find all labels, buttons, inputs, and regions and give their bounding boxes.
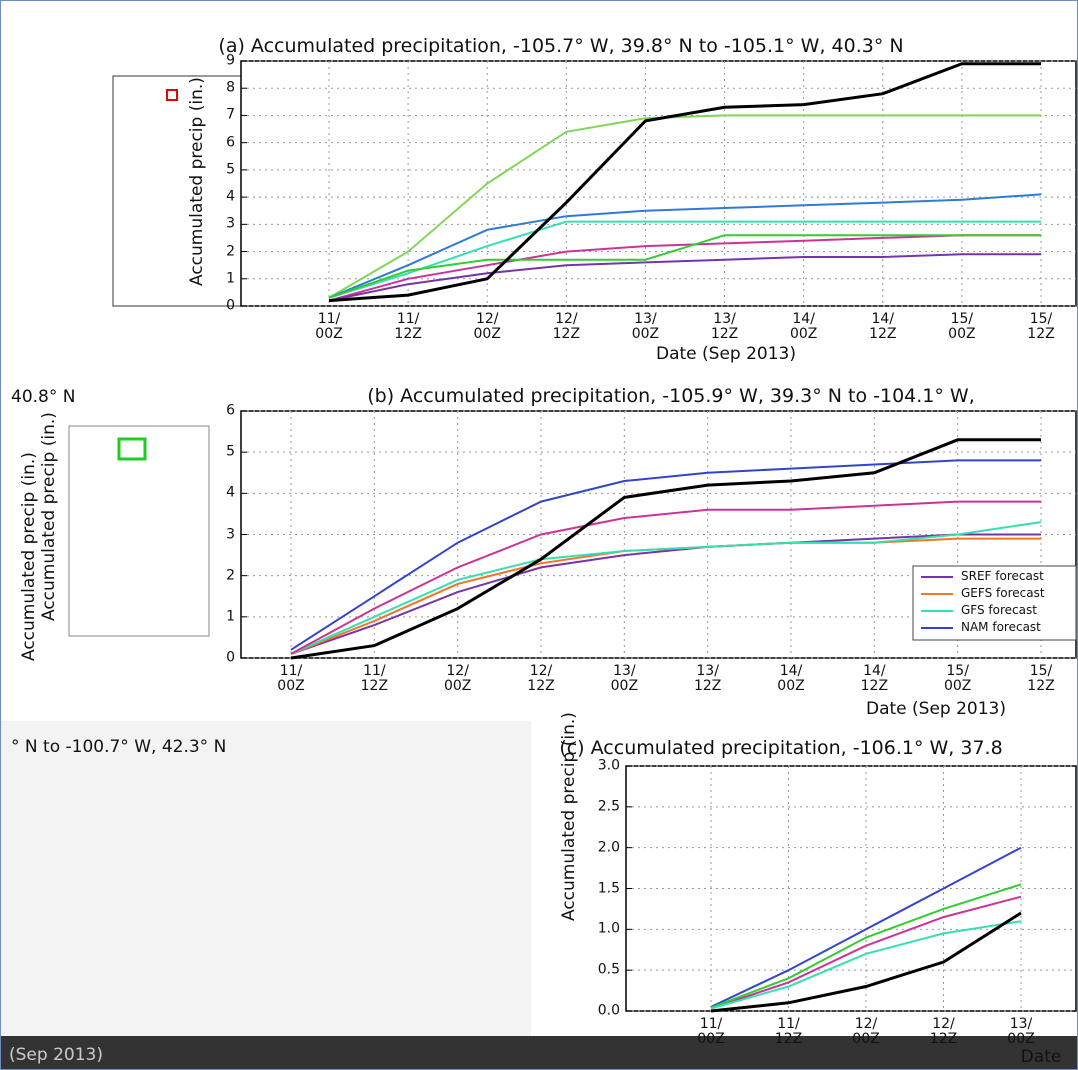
y-tick-label: 6 xyxy=(226,404,235,419)
y-tick-label: 3 xyxy=(226,527,235,542)
legend-label: SREF forecast xyxy=(961,570,1044,583)
chart-title: (a) Accumulated precipitation, -105.7° W… xyxy=(218,37,903,57)
y-tick-label: 0.5 xyxy=(598,963,620,978)
y-tick-label: 2.0 xyxy=(598,840,620,855)
x-tick-label: 14/ 12Z xyxy=(861,664,888,693)
y-tick-label: 0 xyxy=(226,299,235,314)
x-tick-label: 15/ 00Z xyxy=(944,664,971,693)
y-tick-label: 6 xyxy=(226,135,235,150)
x-tick-label: 13/ 12Z xyxy=(711,312,738,341)
x-tick-label: 15/ 12Z xyxy=(1027,312,1054,341)
x-tick-label: 13/ 00Z xyxy=(632,312,659,341)
y-tick-label: 3 xyxy=(226,217,235,232)
y-tick-label: 2 xyxy=(226,568,235,583)
legend-label: GEFS forecast xyxy=(961,587,1045,600)
y-tick-label: 5 xyxy=(226,445,235,460)
y-tick-label: 2 xyxy=(226,244,235,259)
x-tick-label: 14/ 12Z xyxy=(869,312,896,341)
x-tick-label: 12/ 12Z xyxy=(930,1017,957,1046)
legend-label: GFS forecast xyxy=(961,604,1037,617)
y-tick-label: 2.5 xyxy=(598,799,620,814)
y-tick-label: 4 xyxy=(226,190,235,205)
text-fragment: 40.8° N xyxy=(11,389,75,407)
y-tick-label: 7 xyxy=(226,108,235,123)
dark-band xyxy=(1,1036,1077,1069)
y-axis-label: Accumulated precip (in.) xyxy=(189,77,207,286)
y-tick-label: 3.0 xyxy=(598,759,620,774)
y-tick-label: 0.0 xyxy=(598,1004,620,1019)
x-tick-label: 12/ 12Z xyxy=(553,312,580,341)
x-tick-label: 11/ 12Z xyxy=(394,312,421,341)
x-tick-label: 15/ 00Z xyxy=(948,312,975,341)
chart-title: (c) Accumulated precipitation, -106.1° W… xyxy=(559,739,1002,759)
x-tick-label: 12/ 00Z xyxy=(444,664,471,693)
inset-map xyxy=(113,76,243,306)
x-tick-label: 11/ 00Z xyxy=(315,312,342,341)
x-tick-label: 12/ 00Z xyxy=(474,312,501,341)
x-axis-label: Date (Sep 2013) xyxy=(656,346,796,364)
x-tick-label: 13/ 12Z xyxy=(694,664,721,693)
x-tick-label: 11/ 12Z xyxy=(361,664,388,693)
x-axis-label: Date (Sep 2013) xyxy=(866,701,1006,719)
chart-canvas xyxy=(1,1,1077,1069)
x-tick-label: 14/ 00Z xyxy=(790,312,817,341)
x-tick-label: 12/ 00Z xyxy=(852,1017,879,1046)
chart-title: (b) Accumulated precipitation, -105.9° W… xyxy=(367,387,975,407)
y-axis-label: Accumulated precip (in.) xyxy=(561,712,579,921)
x-tick-label: 15/ 12Z xyxy=(1027,664,1054,693)
x-axis-label: Date xyxy=(1021,1049,1062,1067)
text-fragment: (Sep 2013) xyxy=(9,1047,103,1065)
x-tick-label: 11/ 00Z xyxy=(697,1017,724,1046)
y-axis-label: Accumulated precip (in.) xyxy=(41,412,59,621)
x-tick-label: 13/ 00Z xyxy=(1007,1017,1034,1046)
plot-area xyxy=(241,61,1076,306)
text-fragment: ° N to -100.7° W, 42.3° N xyxy=(11,739,226,757)
x-tick-label: 14/ 00Z xyxy=(777,664,804,693)
x-tick-label: 11/ 12Z xyxy=(775,1017,802,1046)
x-tick-label: 12/ 12Z xyxy=(527,664,554,693)
legend-label: NAM forecast xyxy=(961,621,1041,634)
back-panel xyxy=(1,721,531,1036)
x-tick-label: 11/ 00Z xyxy=(277,664,304,693)
y-tick-label: 4 xyxy=(226,486,235,501)
screenshot: 012345678911/ 00Z11/ 12Z12/ 00Z12/ 12Z13… xyxy=(0,0,1078,1070)
y-tick-label: 1.5 xyxy=(598,881,620,896)
x-tick-label: 13/ 00Z xyxy=(611,664,638,693)
y-tick-label: 5 xyxy=(226,163,235,178)
y-tick-label: 1.0 xyxy=(598,922,620,937)
y-tick-label: 1 xyxy=(226,609,235,624)
y-tick-label: 1 xyxy=(226,271,235,286)
y-tick-label: 8 xyxy=(226,81,235,96)
y-tick-label: 0 xyxy=(226,651,235,666)
text-fragment: Accumulated precip (in.) xyxy=(21,452,39,661)
